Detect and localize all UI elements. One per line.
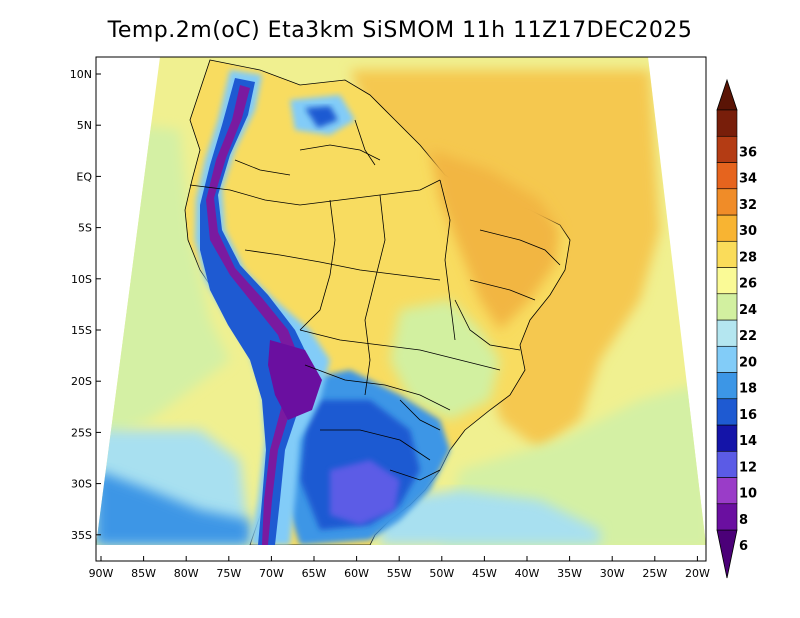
lat-tick-label: 15S xyxy=(71,324,92,337)
colorbar-label: 18 xyxy=(739,382,757,397)
lon-tick-label: 60W xyxy=(344,567,369,580)
map-title: Temp.2m(oC) Eta3km SiSMOM 11h 11Z17DEC20… xyxy=(107,18,693,43)
lat-tick-label: 5N xyxy=(77,119,92,132)
pampas-cold-core xyxy=(330,460,400,525)
colorbar-segment xyxy=(716,162,738,190)
colorbar-label: 6 xyxy=(739,539,748,554)
colorbar-under-triangle xyxy=(716,529,738,579)
colorbar-label: 16 xyxy=(739,408,757,423)
plot-frame xyxy=(95,56,707,562)
colorbar-label: 24 xyxy=(739,303,757,318)
lat-tick-label: 30S xyxy=(71,478,92,491)
lon-tick-label: 30W xyxy=(600,567,625,580)
lat-tick-label: 20S xyxy=(71,375,92,388)
colorbar-label: 34 xyxy=(739,172,757,187)
lon-tick-label: 45W xyxy=(472,567,497,580)
colorbar-label: 22 xyxy=(739,329,757,344)
colorbar-segment xyxy=(716,319,738,347)
lon-tick-label: 65W xyxy=(302,567,327,580)
altiplano-cold-core xyxy=(268,340,322,420)
colorbar-segment xyxy=(716,372,738,400)
lon-tick-label: 80W xyxy=(174,567,199,580)
political-borders xyxy=(189,119,561,481)
colorbar-label: 12 xyxy=(739,460,757,475)
colorbar-segment xyxy=(716,424,738,452)
lon-tick-label: 25W xyxy=(642,567,667,580)
colorbar-segment xyxy=(716,214,738,242)
latitude-axis: 10N 5N EQ 5S 10S 15S 20S 25S 30S 35S xyxy=(70,68,101,542)
colorbar-label: 8 xyxy=(739,513,748,528)
lon-tick-label: 40W xyxy=(515,567,540,580)
lon-tick-label: 20W xyxy=(685,567,710,580)
lat-tick-label: 10S xyxy=(71,273,92,286)
southeast-cool-land xyxy=(390,300,500,420)
colorbar-label: 36 xyxy=(739,145,757,160)
lat-tick-label: 25S xyxy=(71,426,92,439)
colorbar-segment xyxy=(716,267,738,295)
colorbar-over-triangle xyxy=(716,78,738,111)
lon-tick-label: 75W xyxy=(216,567,241,580)
south-atlantic-cold-band xyxy=(380,490,600,545)
colorbar-label: 28 xyxy=(739,250,757,265)
colorbar-segment xyxy=(716,450,738,478)
colorbar-label: 10 xyxy=(739,487,757,502)
colorbar-segment xyxy=(716,477,738,505)
lat-tick-label: EQ xyxy=(76,170,92,183)
colorbar-segment xyxy=(716,188,738,216)
lon-tick-label: 70W xyxy=(259,567,284,580)
guiana-cold-core xyxy=(305,106,338,128)
colorbar: 6 8 10 12 14 16 18 20 22 24 26 28 30 32 34 36 xyxy=(716,78,757,579)
colorbar-segment xyxy=(716,398,738,426)
colorbar-label: 32 xyxy=(739,198,757,213)
temperature-field xyxy=(96,57,706,545)
lon-tick-label: 85W xyxy=(131,567,156,580)
lon-tick-label: 35W xyxy=(557,567,582,580)
colorbar-segment xyxy=(716,503,738,531)
colorbar-segment xyxy=(716,240,738,268)
lon-tick-label: 90W xyxy=(89,567,114,580)
lat-tick-label: 35S xyxy=(71,529,92,542)
lon-tick-label: 55W xyxy=(387,567,412,580)
andes-core xyxy=(206,85,302,545)
colorbar-label: 20 xyxy=(739,355,757,370)
colorbar-segment xyxy=(716,293,738,321)
colorbar-segment xyxy=(716,109,738,137)
colorbar-segment xyxy=(716,135,738,163)
colorbar-label: 30 xyxy=(739,224,757,239)
lat-tick-label: 10N xyxy=(70,68,92,81)
colorbar-segment xyxy=(716,345,738,373)
lat-tick-label: 5S xyxy=(78,222,92,235)
lon-tick-label: 50W xyxy=(429,567,454,580)
colorbar-label: 26 xyxy=(739,277,757,292)
northeast-warm-land xyxy=(430,150,560,330)
pacific-colder-zone xyxy=(96,470,250,545)
colorbar-label: 14 xyxy=(739,434,757,449)
longitude-axis: 90W 85W 80W 75W 70W 65W 60W 55W 50W 45W 40W 35W 30W 2… xyxy=(89,556,710,580)
